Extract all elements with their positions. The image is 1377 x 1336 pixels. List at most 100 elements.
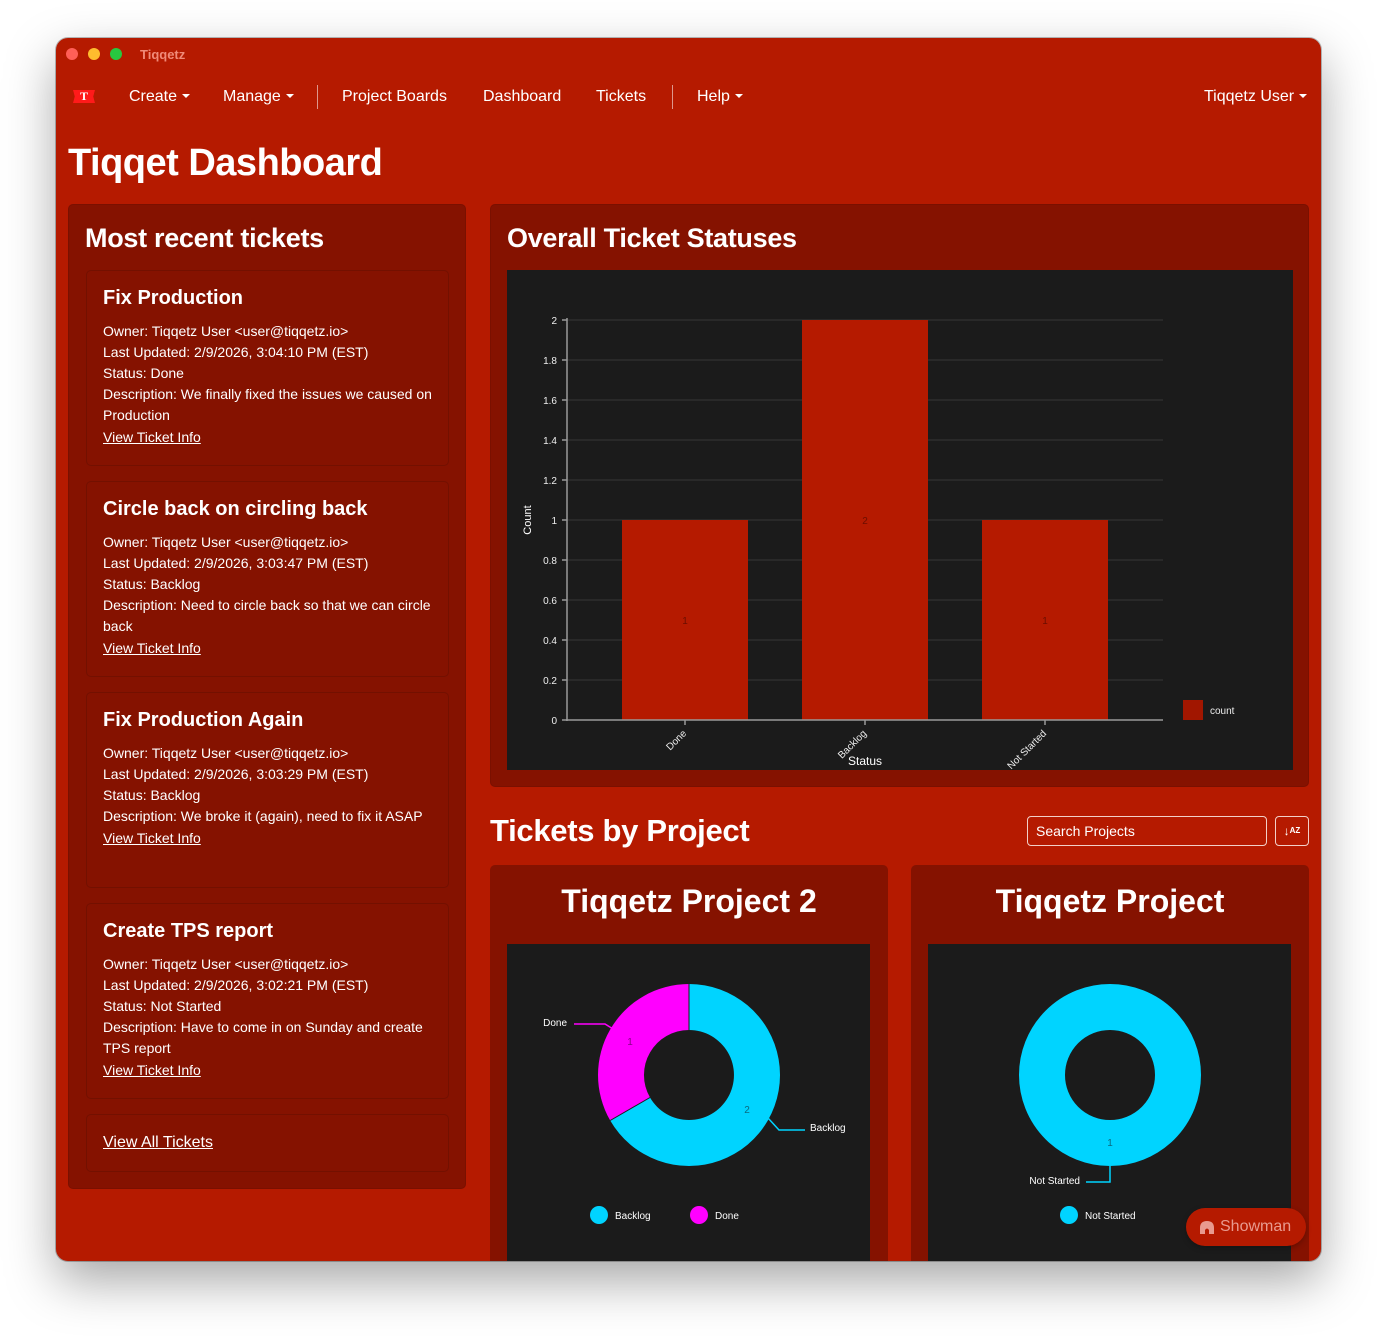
view-all-card: View All Tickets (86, 1114, 449, 1172)
user-menu-dropdown[interactable]: Tiqqetz User (1204, 88, 1308, 106)
svg-text:0.2: 0.2 (543, 676, 557, 687)
sort-alpha-down-icon: ↓AZ (1283, 824, 1301, 838)
slice-backlog (610, 984, 781, 1166)
nav-help-label: Help (697, 88, 730, 105)
label-done: Done (543, 1018, 567, 1029)
title-bar: Tiqqetz (56, 38, 1321, 70)
ticket-owner: Owner: Tiqqetz User <user@tiqqetz.io> (103, 323, 349, 339)
view-ticket-info-link[interactable]: View Ticket Info (103, 830, 201, 846)
ticket-details: Owner: Tiqqetz User <user@tiqqetz.io> La… (103, 532, 438, 660)
user-menu-label: Tiqqetz User (1204, 88, 1295, 105)
x-axis-label: Status (848, 754, 882, 768)
ticket-last-updated: Last Updated: 2/9/2026, 3:03:29 PM (EST) (103, 766, 369, 782)
svg-text:Done: Done (715, 1211, 739, 1222)
legend-label: count (1210, 706, 1235, 717)
app-window: Tiqqetz T Create Manage Project Boards D… (56, 38, 1321, 1261)
svg-text:2: 2 (551, 316, 557, 327)
ticket-description: Description: We broke it (again), need t… (103, 808, 423, 824)
svg-text:1.2: 1.2 (543, 476, 557, 487)
slice-not-started (1019, 984, 1201, 1166)
svg-text:0.8: 0.8 (543, 556, 557, 567)
ticket-description: Description: We finally fixed the issues… (103, 386, 432, 423)
ticket-title: Fix Production Again (103, 709, 304, 731)
svg-text:1: 1 (551, 516, 557, 527)
caret-down-icon (734, 94, 743, 98)
caret-down-icon (285, 94, 294, 98)
status-bar-chart: 1 2 1 2 1.8 1.6 1.4 1.2 1 0.8 0.6 0.4 (507, 270, 1293, 772)
showman-label: Showman (1220, 1218, 1292, 1235)
search-projects-input[interactable] (1027, 816, 1267, 846)
navbar: T Create Manage Project Boards Dashboard… (56, 78, 1321, 118)
svg-text:1: 1 (1042, 616, 1048, 627)
overall-statuses-title: Overall Ticket Statuses (507, 223, 797, 253)
minimize-window-button[interactable] (88, 48, 100, 60)
ticket-status: Status: Done (103, 365, 184, 381)
label-backlog: Backlog (810, 1123, 846, 1134)
svg-text:Not Started: Not Started (1006, 728, 1050, 770)
svg-text:0.6: 0.6 (543, 596, 557, 607)
ticket-card: Circle back on circling back Owner: Tiqq… (86, 481, 449, 677)
svg-text:1.4: 1.4 (543, 436, 557, 447)
bar-backlog (802, 320, 928, 720)
ticket-details: Owner: Tiqqetz User <user@tiqqetz.io> La… (103, 321, 438, 449)
view-ticket-info-link[interactable]: View Ticket Info (103, 1062, 201, 1078)
ticket-last-updated: Last Updated: 2/9/2026, 3:03:47 PM (EST) (103, 555, 369, 571)
view-all-tickets-link[interactable]: View All Tickets (103, 1134, 213, 1151)
bar-chart-svg: 1 2 1 2 1.8 1.6 1.4 1.2 1 0.8 0.6 0.4 (522, 316, 1235, 772)
tickets-by-project-title: Tickets by Project (490, 813, 750, 848)
showman-button[interactable]: Showman (1186, 1208, 1306, 1246)
nav-manage-label: Manage (223, 88, 281, 105)
bar-done (622, 520, 748, 720)
ticket-card: Fix Production Owner: Tiqqetz User <user… (86, 270, 449, 466)
showman-tent-icon (1200, 1221, 1214, 1234)
recent-tickets-panel: Most recent tickets Fix Production Owner… (68, 204, 466, 1189)
close-window-button[interactable] (66, 48, 78, 60)
svg-text:Not Started: Not Started (1085, 1211, 1136, 1222)
svg-text:Backlog: Backlog (615, 1211, 651, 1222)
svg-text:1: 1 (627, 1037, 633, 1048)
nav-create-dropdown[interactable]: Create (129, 88, 191, 106)
ticket-title: Fix Production (103, 287, 243, 309)
ticket-status: Status: Backlog (103, 787, 201, 803)
tiqqetz-logo-icon[interactable]: T (73, 90, 95, 103)
ticket-details: Owner: Tiqqetz User <user@tiqqetz.io> La… (103, 743, 438, 850)
ticket-status: Status: Not Started (103, 998, 222, 1014)
ticket-details: Owner: Tiqqetz User <user@tiqqetz.io> La… (103, 954, 438, 1082)
ticket-status: Status: Backlog (103, 576, 201, 592)
svg-text:1.8: 1.8 (543, 356, 557, 367)
donut-chart-svg: 1 Not Started Not Started (1019, 984, 1201, 1224)
ticket-owner: Owner: Tiqqetz User <user@tiqqetz.io> (103, 534, 349, 550)
nav-project-boards-link[interactable]: Project Boards (342, 88, 447, 105)
nav-divider (317, 85, 318, 109)
ticket-owner: Owner: Tiqqetz User <user@tiqqetz.io> (103, 745, 349, 761)
project-card: Tiqqetz Project 1 Not Started Not Starte… (911, 865, 1309, 1261)
maximize-window-button[interactable] (110, 48, 122, 60)
page-title: Tiqqet Dashboard (68, 142, 383, 184)
sort-button[interactable]: ↓AZ (1275, 816, 1309, 846)
bar-not-started (982, 520, 1108, 720)
svg-text:2: 2 (862, 516, 868, 527)
svg-text:1: 1 (1107, 1138, 1113, 1149)
ticket-last-updated: Last Updated: 2/9/2026, 3:02:21 PM (EST) (103, 977, 369, 993)
nav-dashboard-link[interactable]: Dashboard (483, 88, 562, 105)
ticket-title: Create TPS report (103, 920, 274, 942)
project-donut-chart: 2 1 Done Backlog Backlog Done (507, 944, 870, 1261)
project-title[interactable]: Tiqqetz Project 2 (561, 883, 817, 919)
view-ticket-info-link[interactable]: View Ticket Info (103, 640, 201, 656)
nav-tickets-link[interactable]: Tickets (596, 88, 647, 105)
ticket-description: Description: Have to come in on Sunday a… (103, 1019, 423, 1056)
view-ticket-info-link[interactable]: View Ticket Info (103, 429, 201, 445)
ticket-title: Circle back on circling back (103, 498, 368, 520)
ticket-last-updated: Last Updated: 2/9/2026, 3:04:10 PM (EST) (103, 344, 369, 360)
nav-create-label: Create (129, 88, 178, 105)
nav-manage-dropdown[interactable]: Manage (223, 88, 294, 106)
ticket-owner: Owner: Tiqqetz User <user@tiqqetz.io> (103, 956, 349, 972)
legend-backlog-dot (590, 1206, 608, 1224)
svg-text:2: 2 (744, 1105, 750, 1116)
project-title[interactable]: Tiqqetz Project (995, 883, 1225, 919)
nav-help-dropdown[interactable]: Help (697, 88, 743, 106)
svg-text:0: 0 (551, 716, 557, 727)
donut-chart-svg: 2 1 Done Backlog Backlog Done (543, 984, 846, 1224)
svg-text:0.4: 0.4 (543, 636, 557, 647)
nav-divider (672, 85, 673, 109)
